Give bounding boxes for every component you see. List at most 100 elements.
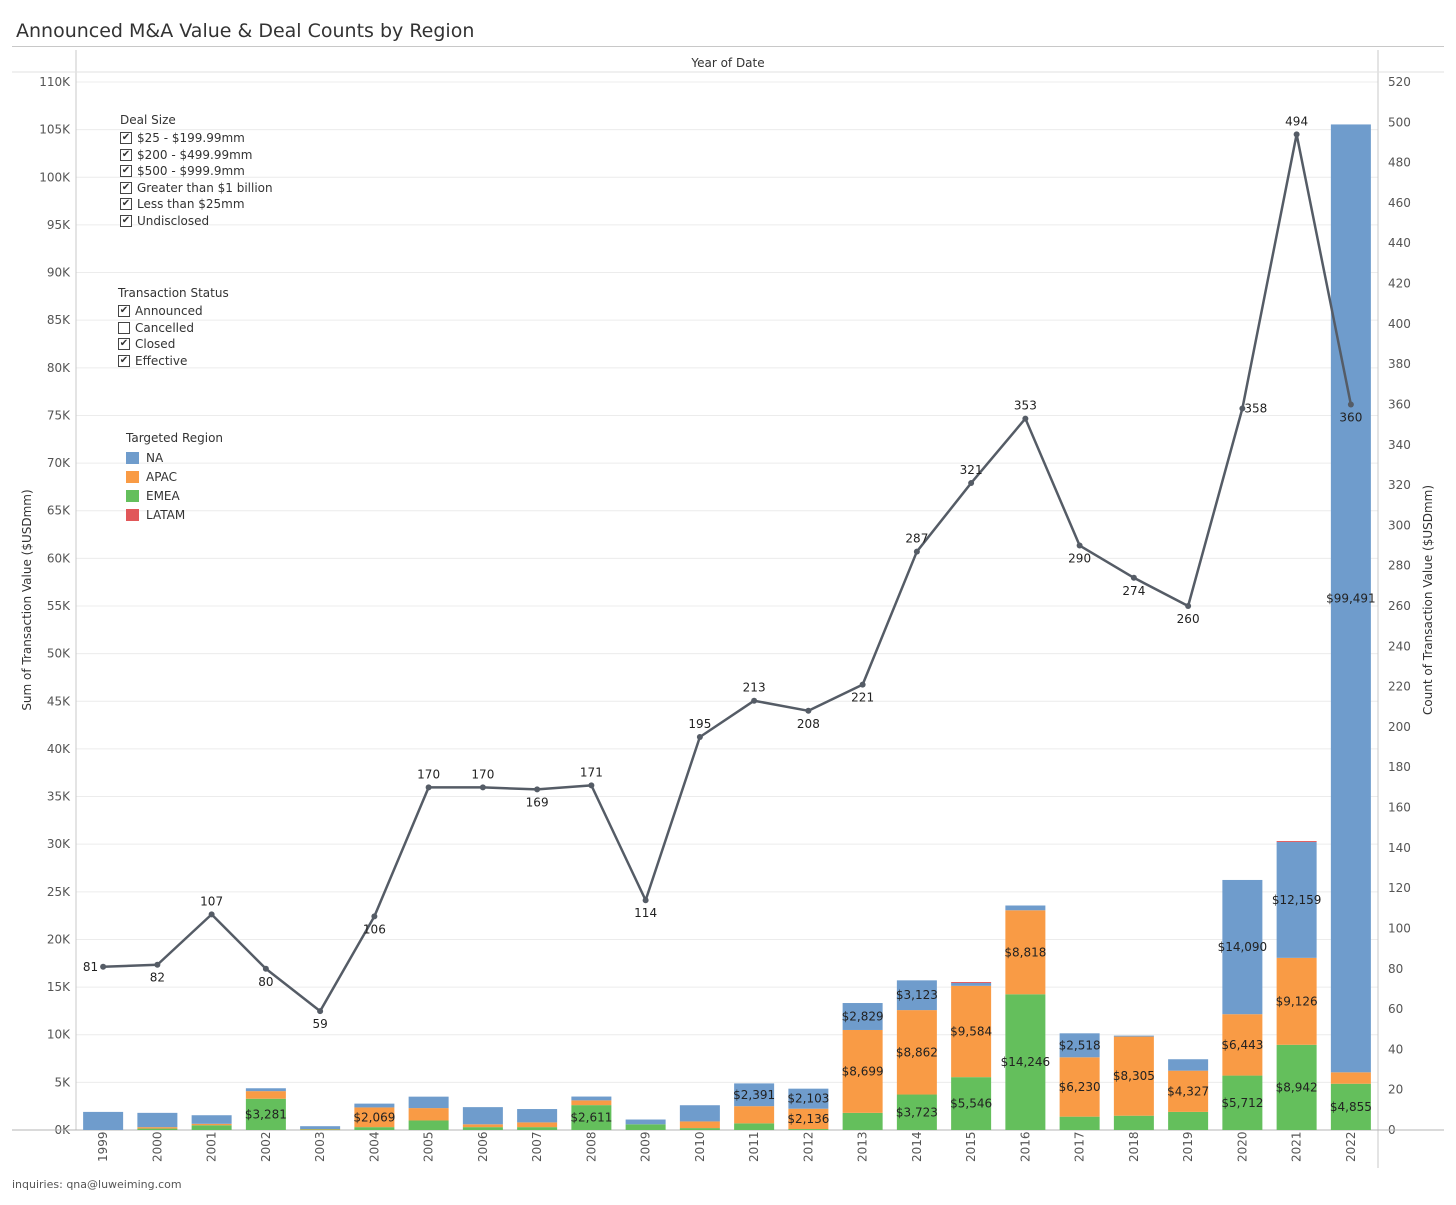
deal-count-label: 170 [417,767,440,781]
bar-value-label: $14,246 [1001,1055,1051,1069]
bar-segment-na [1113,1035,1154,1037]
deal-count-label: 494 [1285,114,1308,128]
bar-value-label: $2,136 [787,1112,829,1126]
y-tick-label-right: 180 [1388,760,1411,774]
legend-deal-size-item[interactable]: ✔ $25 - $199.99mm [120,130,273,147]
deal-count-point [1076,542,1083,549]
y-tick-label-right: 320 [1388,478,1411,492]
legend-status-item[interactable]: ✔ Closed [118,336,229,353]
checkbox-icon[interactable] [118,321,130,334]
bar-segment-apac [408,1108,449,1121]
bar-value-label: $4,327 [1167,1084,1209,1098]
legend-deal-size-item[interactable]: ✔ Greater than $1 billion [120,180,273,197]
deal-count-label: 195 [688,717,711,731]
x-tick-label: 2019 [1181,1131,1195,1162]
checkbox-icon[interactable]: ✔ [120,165,132,178]
legend-deal-size-label: Greater than $1 billion [137,180,273,195]
legend-deal-size-item[interactable]: ✔ Less than $25mm [120,196,273,213]
deal-count-label: 170 [471,767,494,781]
bar-segment-apac [1168,1070,1209,1112]
y-tick-label-right: 80 [1388,962,1403,976]
bar-segment-na [462,1107,503,1125]
x-tick-label: 2018 [1127,1131,1141,1162]
deal-count-point [208,911,215,918]
bar-segment-emea [408,1120,449,1130]
legend-deal-size-item[interactable]: ✔ $500 - $999.9mm [120,163,273,180]
legend-deal-size-item[interactable]: ✔ $200 - $499.99mm [120,147,273,164]
checkbox-icon[interactable]: ✔ [120,214,132,227]
checkbox-icon[interactable]: ✔ [120,181,132,194]
checkbox-icon[interactable]: ✔ [120,198,132,211]
y-tick-label-right: 300 [1388,518,1411,532]
bar-value-label: $8,942 [1276,1080,1318,1094]
legend-status-label: Effective [135,353,188,368]
legend-deal-size-label: Undisclosed [137,213,210,228]
bar-segment-emea [191,1125,232,1130]
y-tick-label-right: 480 [1388,156,1411,170]
bar-segment-apac [1330,1072,1371,1084]
y-tick-label-right: 20 [1388,1083,1403,1097]
bar-value-label: $2,829 [842,1009,884,1023]
checkbox-icon[interactable]: ✔ [118,354,130,367]
bar-segment-apac [842,1029,883,1113]
checkbox-icon[interactable]: ✔ [118,338,130,351]
bar-segment-na [679,1105,720,1122]
legend-region-label: EMEA [146,488,180,503]
y-tick-label-right: 160 [1388,801,1411,815]
bar-segment-apac [245,1091,286,1099]
checkbox-icon[interactable]: ✔ [120,148,132,161]
y-tick-label-left: 5K [54,1075,71,1089]
bar-segment-na [734,1083,775,1107]
bar-segment-latam [1276,841,1317,843]
deal-count-point [1130,574,1137,581]
legend-region-item[interactable]: LATAM [126,505,223,524]
x-tick-label: 2020 [1235,1131,1249,1162]
deal-count-point [913,548,920,555]
legend-deal-size-label: Less than $25mm [137,197,245,212]
legend-region-item[interactable]: EMEA [126,486,223,505]
bar-segment-emea [1005,994,1046,1130]
legend-status-item[interactable]: Cancelled [118,320,229,337]
legend-status-item[interactable]: ✔ Effective [118,353,229,370]
y-tick-label-left: 90K [47,266,71,280]
bar-segment-emea [1113,1115,1154,1130]
y-tick-label-left: 55K [47,599,71,613]
bar-segment-emea [625,1124,666,1130]
deal-count-point [859,681,866,688]
bar-segment-apac [1113,1036,1154,1116]
y-tick-label-left: 30K [47,837,71,851]
bar-segment-emea [517,1127,558,1130]
legend-deal-size-item[interactable]: ✔ Undisclosed [120,213,273,230]
deal-count-label: 106 [363,922,386,936]
x-tick-label: 2008 [584,1131,598,1162]
x-tick-label: 2002 [259,1131,273,1162]
bar-segment-apac [191,1123,232,1126]
legend-deal-size-title: Deal Size [120,113,176,127]
deal-count-point [262,965,269,972]
checkbox-icon[interactable]: ✔ [118,305,130,318]
bar-segment-na [300,1126,341,1130]
deal-count-label: 221 [851,691,874,705]
checkbox-icon[interactable]: ✔ [120,132,132,145]
bar-value-label: $3,281 [245,1107,287,1121]
deal-count-label: 287 [905,532,928,546]
y-tick-label-right: 220 [1388,680,1411,694]
bar-segment-apac [788,1108,829,1130]
y-tick-label-left: 95K [47,218,71,232]
x-tick-label: 2007 [530,1131,544,1162]
legend-status-item[interactable]: ✔ Announced [118,303,229,320]
deal-count-label: 114 [634,906,657,920]
y-tick-label-right: 440 [1388,236,1411,250]
x-tick-label: 2012 [801,1131,815,1162]
bar-segment-na [191,1115,232,1124]
bar-value-label: $2,518 [1059,1038,1101,1052]
legend-region-item[interactable]: NA [126,448,223,467]
legend-status-label: Announced [135,304,203,319]
deal-count-point [1185,603,1192,609]
bar-value-label: $9,584 [950,1025,992,1039]
bar-segment-emea [354,1127,395,1130]
bar-value-label: $9,126 [1276,994,1318,1008]
deal-count-label: 169 [526,795,549,809]
legend-region-item[interactable]: APAC [126,467,223,486]
bar-value-label: $6,443 [1221,1038,1263,1052]
